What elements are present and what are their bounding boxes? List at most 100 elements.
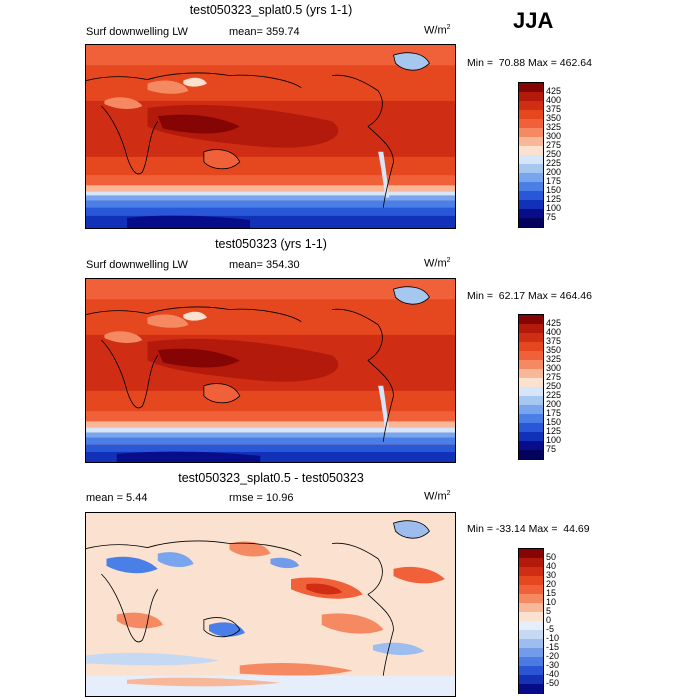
panel-1-map <box>85 44 456 229</box>
panel-3-map <box>85 512 456 697</box>
colorbar-tick-label: 400 <box>546 326 562 337</box>
colorbar-swatch <box>519 558 543 568</box>
colorbar-swatch <box>519 146 543 156</box>
colorbar-tick-label: 300 <box>546 362 562 373</box>
colorbar-swatch <box>519 369 543 379</box>
colorbar-swatch <box>519 441 543 451</box>
colorbar-tick-label: 275 <box>546 371 562 382</box>
colorbar-swatch <box>519 405 543 415</box>
colorbar-swatch <box>519 315 543 325</box>
colorbar-swatch <box>519 387 543 397</box>
colorbar-swatch <box>519 666 543 676</box>
colorbar-tick-label: -5 <box>546 623 555 634</box>
colorbar-tick-label: 0 <box>546 614 552 625</box>
panel-3-mean: mean = 5.44 <box>86 492 148 504</box>
colorbar-swatch <box>519 164 543 174</box>
panel-1-colorbar <box>518 82 544 228</box>
colorbar-tick-label: 75 <box>546 443 557 454</box>
colorbar-tick-label: 10 <box>546 596 557 607</box>
colorbar-tick-label: 400 <box>546 94 562 105</box>
colorbar-tick-label: 20 <box>546 578 557 589</box>
colorbar-swatch <box>519 209 543 219</box>
colorbar-tick-label: 300 <box>546 130 562 141</box>
colorbar-swatch <box>519 675 543 685</box>
panel-3-rmse: rmse = 10.96 <box>229 492 294 504</box>
colorbar-swatch <box>519 360 543 370</box>
colorbar-swatch <box>519 83 543 93</box>
colorbar-swatch <box>519 603 543 613</box>
colorbar-tick-label: 325 <box>546 121 562 132</box>
colorbar-swatch <box>519 648 543 658</box>
panel-2-colorbar <box>518 314 544 460</box>
colorbar-swatch <box>519 324 543 334</box>
panel-3-minmax: Min = -33.14 Max = 44.69 <box>467 523 590 535</box>
colorbar-swatch <box>519 576 543 586</box>
colorbar-tick-label: 30 <box>546 569 557 580</box>
colorbar-swatch <box>519 119 543 129</box>
colorbar-tick-label: 275 <box>546 139 562 150</box>
panel-2-mean: mean= 354.30 <box>229 259 300 271</box>
colorbar-swatch <box>519 342 543 352</box>
colorbar-tick-label: 50 <box>546 551 557 562</box>
colorbar-swatch <box>519 423 543 433</box>
colorbar-tick-label: -40 <box>546 668 560 679</box>
colorbar-swatch <box>519 351 543 361</box>
panel-1-title: test050323_splat0.5 (yrs 1-1) <box>189 3 353 17</box>
panel-3-colorbar <box>518 548 544 694</box>
colorbar-tick-label: 350 <box>546 112 562 123</box>
colorbar-tick-label: -30 <box>546 659 560 670</box>
colorbar-swatch <box>519 92 543 102</box>
panel-2-minmax: Min = 62.17 Max = 464.46 <box>467 290 592 302</box>
colorbar-swatch <box>519 110 543 120</box>
colorbar-tick-label: 250 <box>546 148 562 159</box>
season-label: JJA <box>513 8 554 33</box>
colorbar-tick-label: 100 <box>546 202 562 213</box>
colorbar-tick-label: 225 <box>546 389 562 400</box>
colorbar-tick-label: 175 <box>546 407 562 418</box>
colorbar-swatch <box>519 414 543 424</box>
colorbar-tick-label: 15 <box>546 587 557 598</box>
panel-2-title: test050323 (yrs 1-1) <box>215 237 327 251</box>
colorbar-swatch <box>519 567 543 577</box>
colorbar-tick-label: 375 <box>546 103 562 114</box>
colorbar-tick-label: 150 <box>546 184 562 195</box>
colorbar-tick-label: 225 <box>546 157 562 168</box>
panel-3-units: W/m2 <box>424 490 451 503</box>
colorbar-swatch <box>519 378 543 388</box>
panel-1-field-label: Surf downwelling LW <box>86 26 188 38</box>
colorbar-swatch <box>519 549 543 559</box>
colorbar-swatch <box>519 191 543 201</box>
colorbar-swatch <box>519 182 543 192</box>
colorbar-tick-label: 250 <box>546 380 562 391</box>
colorbar-tick-label: 40 <box>546 560 557 571</box>
colorbar-swatch <box>519 218 543 228</box>
colorbar-tick-label: 200 <box>546 166 562 177</box>
colorbar-tick-label: 350 <box>546 344 562 355</box>
colorbar-swatch <box>519 612 543 622</box>
panel-2-field-label: Surf downwelling LW <box>86 259 188 271</box>
colorbar-tick-label: 75 <box>546 211 557 222</box>
colorbar-tick-label: 100 <box>546 434 562 445</box>
colorbar-swatch <box>519 333 543 343</box>
colorbar-swatch <box>519 137 543 147</box>
colorbar-swatch <box>519 657 543 667</box>
colorbar-tick-label: -15 <box>546 641 560 652</box>
colorbar-swatch <box>519 101 543 111</box>
colorbar-tick-label: 175 <box>546 175 562 186</box>
colorbar-swatch <box>519 155 543 165</box>
panel-3-title: test050323_splat0.5 - test050323 <box>178 471 364 485</box>
colorbar-swatch <box>519 684 543 694</box>
panel-2-map <box>85 278 456 463</box>
colorbar-tick-label: 375 <box>546 335 562 346</box>
colorbar-swatch <box>519 173 543 183</box>
panel-1-units: W/m2 <box>424 24 451 37</box>
colorbar-tick-label: 200 <box>546 398 562 409</box>
panel-1-mean: mean= 359.74 <box>229 26 300 38</box>
colorbar-tick-label: 425 <box>546 317 562 328</box>
colorbar-tick-label: 425 <box>546 85 562 96</box>
colorbar-tick-label: -20 <box>546 650 560 661</box>
colorbar-swatch <box>519 630 543 640</box>
panel-1-minmax: Min = 70.88 Max = 462.64 <box>467 57 592 69</box>
colorbar-swatch <box>519 585 543 595</box>
colorbar-swatch <box>519 128 543 138</box>
